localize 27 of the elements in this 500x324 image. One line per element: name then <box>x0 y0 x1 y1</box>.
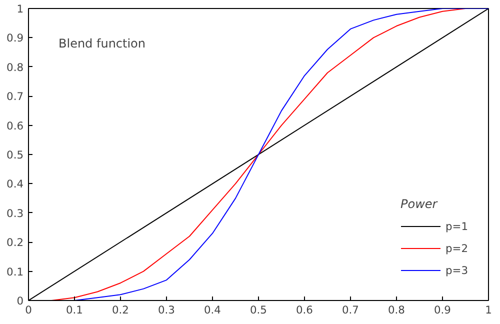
y-tick-label: 0 <box>16 294 24 308</box>
annotation: Blend function <box>58 36 146 50</box>
y-tick-label: 0.5 <box>6 148 24 162</box>
x-tick-label: 0.3 <box>158 304 175 316</box>
x-tick-label: 0.4 <box>204 304 222 316</box>
x-tick-label: 0.8 <box>388 304 406 316</box>
x-tick-label: 0.5 <box>250 304 267 316</box>
y-tick-label: 0.1 <box>6 265 24 278</box>
legend-title: Power <box>400 197 439 211</box>
x-tick-label: 0.9 <box>434 304 452 316</box>
y-tick-label: 0.2 <box>6 236 24 250</box>
x-tick-label: 0.2 <box>112 304 129 316</box>
legend-label: p=3 <box>446 264 468 276</box>
x-tick-label: 0.7 <box>342 304 359 316</box>
x-tick-label: 0 <box>25 304 32 316</box>
x-tick-label: 1 <box>485 304 492 316</box>
y-tick-label: 0.4 <box>6 178 24 191</box>
y-tick-label: 0.8 <box>6 60 24 74</box>
y-tick-label: 1 <box>16 2 24 16</box>
y-tick-label: 0.6 <box>6 119 24 132</box>
legend-label: p=2 <box>446 242 468 254</box>
x-tick-label: 0.1 <box>66 304 83 316</box>
legend-label: p=1 <box>446 220 468 232</box>
y-tick-label: 0.9 <box>6 32 24 45</box>
y-tick-label: 0.7 <box>6 90 24 104</box>
y-tick-label: 0.3 <box>6 206 24 220</box>
x-tick-label: 0.6 <box>296 304 314 316</box>
